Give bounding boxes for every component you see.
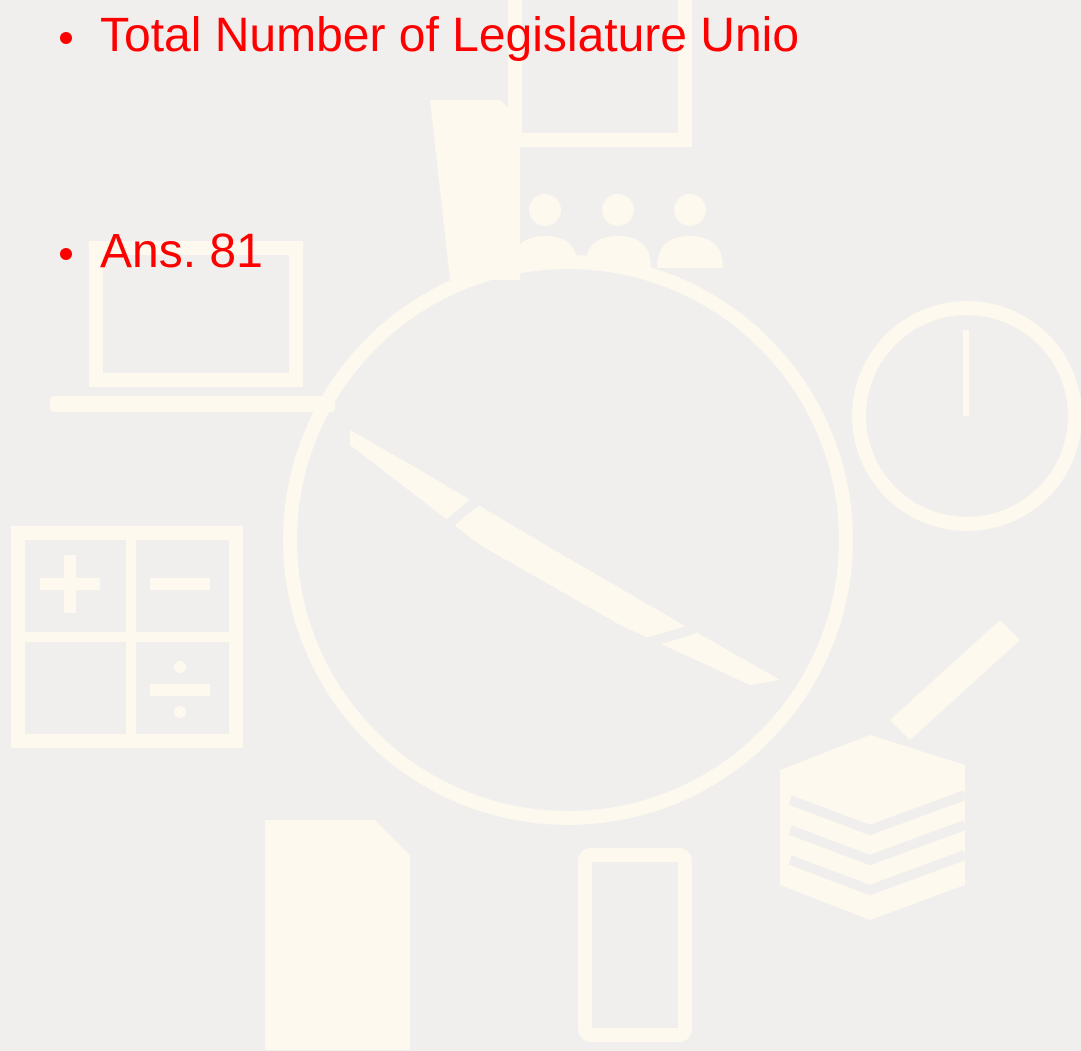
bullet-text: Total Number of Legislature Unio [100, 12, 799, 60]
slide: {"slide": {"bullets": ["Total Number of … [0, 0, 1081, 1051]
bullet-marker [58, 246, 74, 262]
bullet-text: Ans. 81 [100, 228, 263, 276]
bullet-marker [58, 30, 74, 46]
background-illustration [0, 0, 1081, 1051]
